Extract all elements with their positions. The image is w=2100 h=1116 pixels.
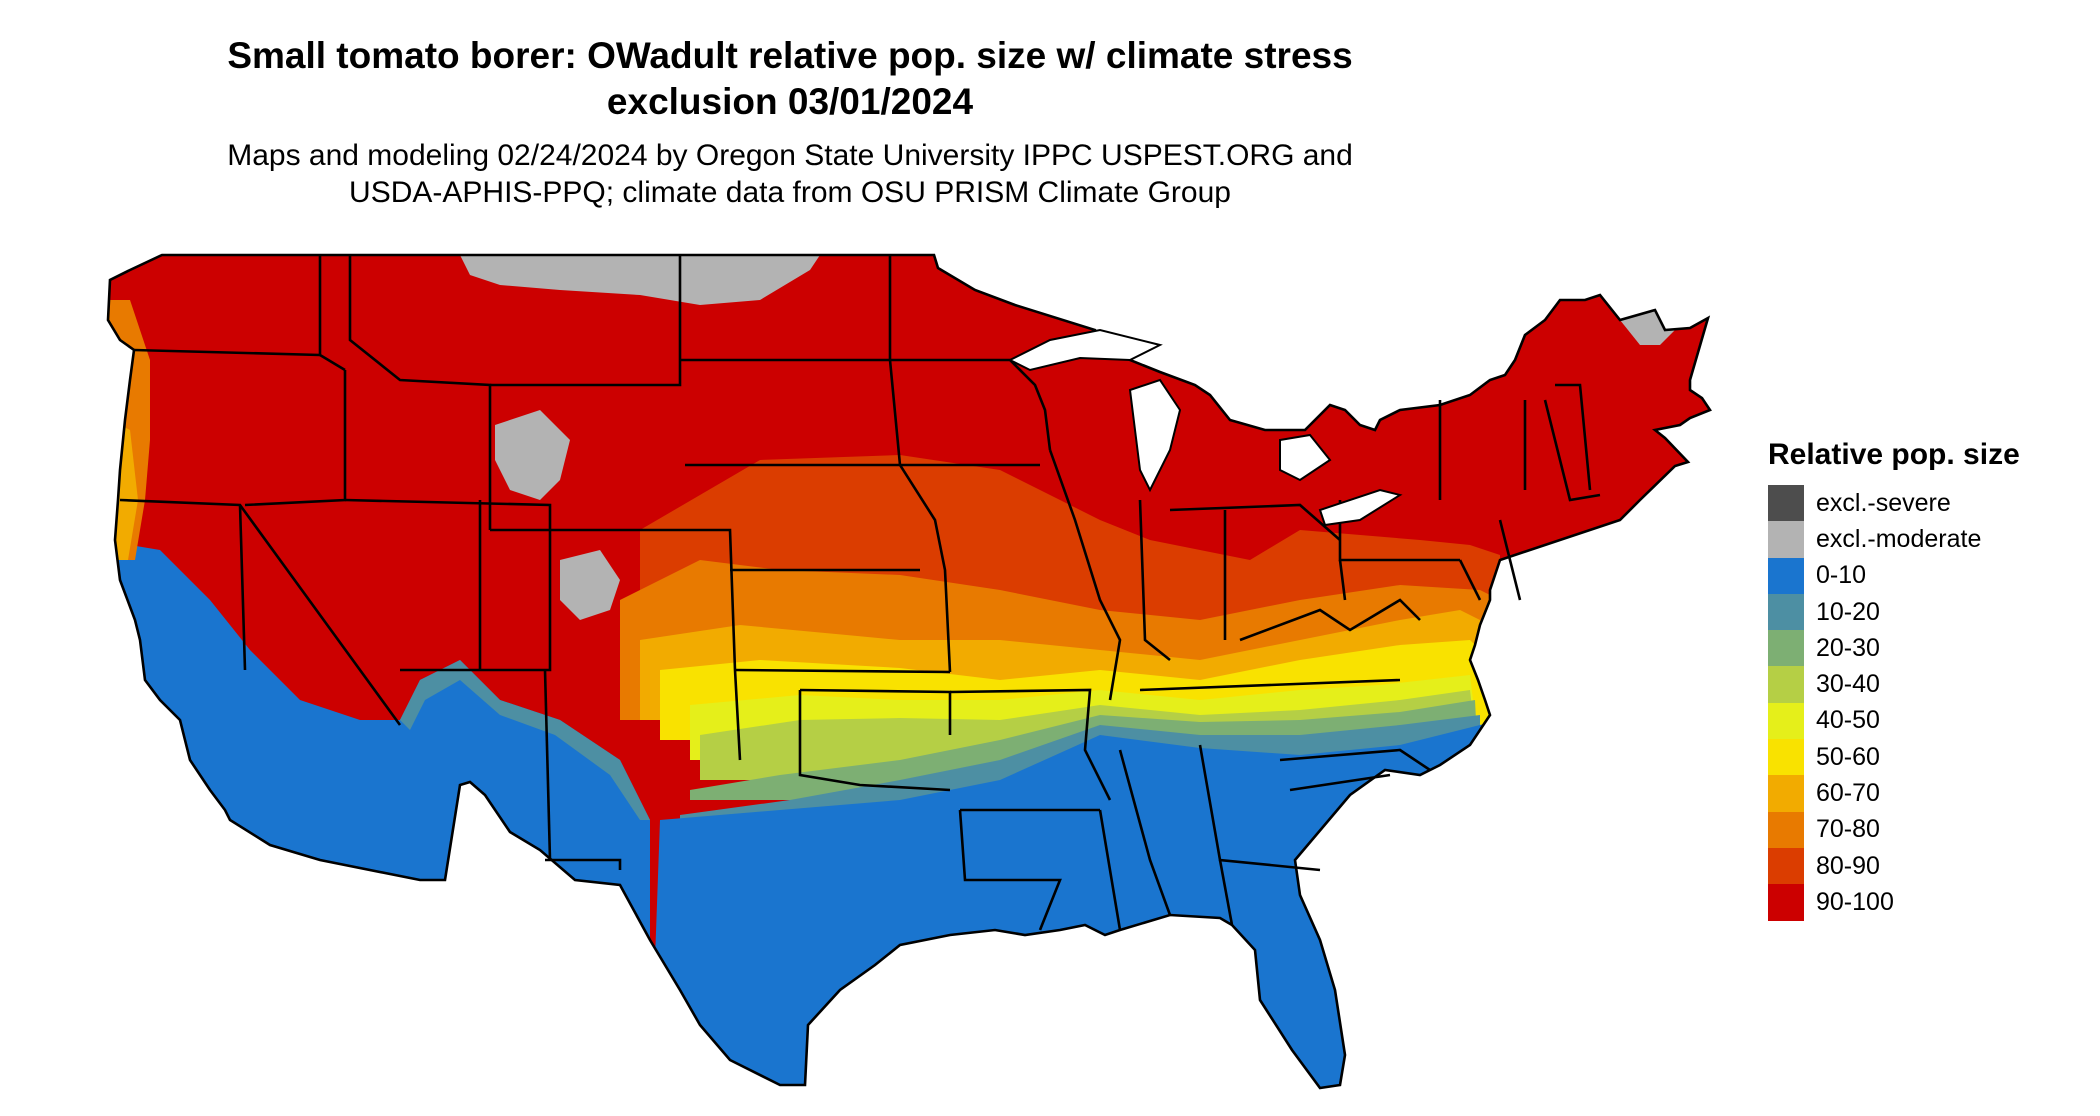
legend-label: 40-50 xyxy=(1816,706,1880,735)
legend-item: 0-10 xyxy=(1768,557,2020,594)
legend-swatch xyxy=(1768,884,1804,921)
legend-swatch xyxy=(1768,485,1804,522)
legend-item: excl.-severe xyxy=(1768,485,2020,522)
legend-title: Relative pop. size xyxy=(1768,438,2020,471)
legend-label: 20-30 xyxy=(1816,633,1880,662)
legend-swatch xyxy=(1768,593,1804,631)
legend-label: 80-90 xyxy=(1816,851,1880,880)
lake-erie xyxy=(1318,488,1403,527)
legend-label: 70-80 xyxy=(1816,815,1880,844)
legend-swatch xyxy=(1768,739,1804,776)
legend-item: 90-100 xyxy=(1768,884,2020,921)
legend-label: 50-60 xyxy=(1816,742,1880,771)
legend-rows: excl.-severe excl.-moderate 0-10 10-20 20-30… xyxy=(1768,485,2020,921)
legend-swatch xyxy=(1768,847,1804,885)
excl-moderate-north xyxy=(460,255,820,305)
legend-label: excl.-severe xyxy=(1816,488,1951,517)
legend-swatch xyxy=(1768,521,1804,558)
legend-item: 40-50 xyxy=(1768,702,2020,740)
legend-item: 80-90 xyxy=(1768,847,2020,885)
state-borders xyxy=(106,253,1712,1090)
legend-label: 10-20 xyxy=(1816,597,1880,626)
legend-label: 0-10 xyxy=(1816,561,1867,590)
map-subtitle-line1: Maps and modeling 02/24/2024 by Oregon S… xyxy=(227,139,1353,172)
legend-swatch xyxy=(1768,702,1804,740)
map-title-line2: exclusion 03/01/2024 xyxy=(606,81,974,122)
excl-moderate-colorado xyxy=(560,550,620,620)
legend-label: excl.-moderate xyxy=(1816,524,1982,553)
legend-item: 20-30 xyxy=(1768,630,2020,667)
legend-swatch xyxy=(1768,811,1804,848)
legend: Relative pop. size excl.-severe excl.-mod… xyxy=(1768,437,2020,921)
excl-moderate-wyoming xyxy=(495,410,570,500)
legend-item: 70-80 xyxy=(1768,811,2020,848)
legend-item: 10-20 xyxy=(1768,593,2020,631)
legend-label: 30-40 xyxy=(1816,670,1880,699)
legend-swatch xyxy=(1768,630,1804,667)
legend-swatch xyxy=(1768,557,1804,594)
lake-superior xyxy=(1007,328,1163,372)
legend-swatch xyxy=(1768,666,1804,703)
legend-item: excl.-moderate xyxy=(1768,521,2020,558)
legend-swatch xyxy=(1768,775,1804,812)
legend-item: 30-40 xyxy=(1768,666,2020,703)
lake-michigan xyxy=(1128,378,1182,493)
legend-item: 50-60 xyxy=(1768,739,2020,776)
legend-item: 60-70 xyxy=(1768,775,2020,812)
map-title-line1: Small tomato borer: OWadult relative pop… xyxy=(227,35,1353,76)
legend-label: 90-100 xyxy=(1816,887,1894,916)
lake-huron xyxy=(1279,433,1332,482)
map-subtitle-line2: USDA-APHIS-PPQ; climate data from OSU PR… xyxy=(349,176,1231,209)
legend-label: 60-70 xyxy=(1816,779,1880,808)
